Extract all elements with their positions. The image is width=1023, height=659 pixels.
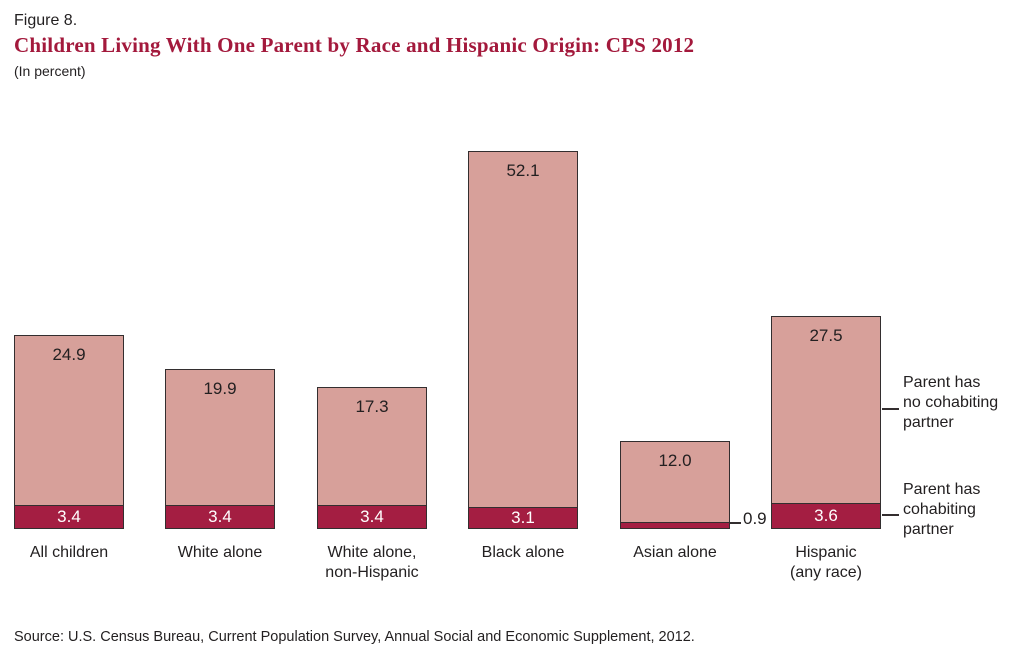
bar-segment-cohabiting-white-alone [318,505,426,528]
page-title: Children Living With One Parent by Race … [14,33,695,57]
stacked-bar-white-alone: 17.3 3.4 [317,387,427,529]
source-note: Source: U.S. Census Bureau, Current Popu… [14,629,695,645]
category-label-white-alone: White alone [177,544,263,561]
legend-label-no-cohabiting-partner: Parent has no cohabiting partner [903,374,999,431]
category-label-hispanic: Hispanic (any race) [789,544,863,581]
stacked-bar-black-alone: 52.1 3.1 [468,151,578,529]
stacked-bar-white-alone: 19.9 3.4 [165,369,275,529]
bar-value-partner-hispanic: 3.6 [814,506,838,525]
bar-value-no-partner-white-alone: 17.3 [355,397,389,416]
bar-segment-cohabiting-hispanic [772,503,880,528]
chart-subtitle: (In percent) [14,63,86,79]
category-label-all-children: All children [29,544,109,561]
bar-segment-cohabiting-white-alone [166,505,274,528]
bar-segment-cohabiting-black-alone [469,507,577,528]
legend-label-cohabiting-partner: Parent has cohabiting partner [903,481,981,538]
bar-value-partner-white-alone: 3.4 [208,507,232,526]
category-label-asian-alone: Asian alone [633,544,717,561]
stacked-bar-all-children: 24.9 3.4 [14,335,124,529]
bar-value-partner-asian-alone: 0.9 [743,509,767,528]
stacked-bar-hispanic: 27.5 3.6 [771,316,881,529]
bar-segment-cohabiting-asian-alone [621,522,729,528]
category-label-white-alone: White alone, non-Hispanic [325,544,419,581]
legend-leader-line-no-partner [882,408,899,410]
bar-value-partner-white-alone: 3.4 [360,507,384,526]
bar-segment-cohabiting-all-children [15,505,123,528]
figure-label: Figure 8. [14,12,78,29]
bar-value-no-partner-black-alone: 52.1 [506,161,540,180]
bar-value-no-partner-white-alone: 19.9 [203,379,237,398]
bar-value-partner-black-alone: 3.1 [511,508,535,527]
bar-value-partner-all-children: 3.4 [57,507,81,526]
stacked-bar-asian-alone: 12.0 [620,441,730,529]
legend-leader-line-partner [882,514,899,516]
bar-value-no-partner-all-children: 24.9 [52,345,86,364]
bar-value-no-partner-hispanic: 27.5 [809,326,843,345]
bar-value-no-partner-asian-alone: 12.0 [658,451,692,470]
category-label-black-alone: Black alone [481,544,565,561]
value-leader-line-asian-alone [730,522,741,524]
